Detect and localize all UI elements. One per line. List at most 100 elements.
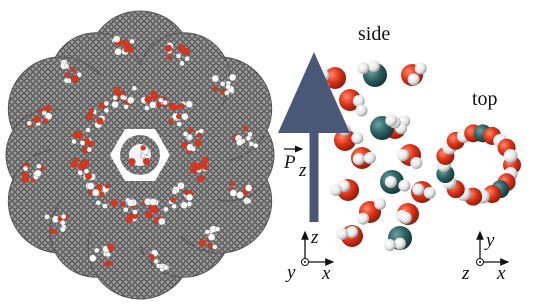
water-atom <box>108 261 113 266</box>
dipole-symbol: P <box>283 152 296 173</box>
water-atom <box>85 127 90 132</box>
water-atom <box>229 74 236 81</box>
water-atom <box>86 113 93 120</box>
water-atom <box>172 189 177 194</box>
water-atom <box>102 204 107 209</box>
water-atom <box>36 164 41 169</box>
water-atom <box>188 127 193 132</box>
white-atom <box>398 180 410 192</box>
water-atom <box>183 131 188 136</box>
white-atom <box>357 62 369 74</box>
water-atom <box>120 95 125 100</box>
water-atom <box>165 45 172 52</box>
water-atom <box>115 48 122 55</box>
water-atom <box>230 181 235 186</box>
water-atom <box>180 61 185 66</box>
water-atom <box>156 102 161 107</box>
white-atom <box>410 157 422 169</box>
water-atom <box>203 165 208 170</box>
water-atom <box>130 39 135 44</box>
water-atom <box>245 184 252 191</box>
water-atom <box>123 207 128 212</box>
water-atom <box>176 114 181 119</box>
water-atom <box>22 176 29 183</box>
water-atom <box>181 113 188 120</box>
water-atom <box>187 201 192 206</box>
water-atom <box>78 163 85 170</box>
water-atom <box>49 228 54 233</box>
water-atom <box>127 97 134 104</box>
white-atom <box>353 153 365 165</box>
white-atom <box>408 73 420 85</box>
water-atom <box>220 81 225 86</box>
water-atom <box>145 96 152 103</box>
white-atom <box>351 132 363 144</box>
axis-out-dot <box>479 261 481 263</box>
axes-side: z y x <box>285 227 333 284</box>
water-atom <box>181 202 188 209</box>
water-atom <box>195 139 202 146</box>
water-atom <box>185 56 190 61</box>
water-atom <box>154 259 159 264</box>
water-atom <box>27 121 32 126</box>
water-atom <box>163 265 168 270</box>
water-atom <box>202 157 209 164</box>
nanotube-array <box>6 11 274 299</box>
water-atom <box>107 244 114 251</box>
water-atom <box>112 101 119 108</box>
water-atom <box>205 229 210 234</box>
axis-label: x <box>496 263 506 284</box>
water-atom <box>177 122 182 127</box>
water-atom <box>94 248 99 253</box>
water-atom <box>34 116 41 123</box>
water-atom <box>145 211 152 218</box>
water-atom <box>230 190 237 197</box>
water-atom <box>104 108 109 113</box>
water-atom <box>246 199 251 204</box>
water-atom <box>65 72 70 77</box>
white-atom <box>364 152 376 164</box>
water-atom <box>190 168 195 173</box>
water-atom <box>72 139 77 144</box>
water-atom <box>61 214 66 219</box>
water-atom <box>96 118 103 125</box>
side-label: side <box>358 23 390 45</box>
white-atom <box>368 60 380 72</box>
water-atom <box>87 147 92 152</box>
water-atom <box>212 244 217 249</box>
white-atom <box>374 198 386 210</box>
water-atom <box>111 199 118 206</box>
white-atom <box>504 149 518 163</box>
white-atom <box>394 238 406 250</box>
water-atom <box>176 53 181 58</box>
top-label: top <box>472 88 498 110</box>
water-atom <box>197 133 202 138</box>
water-atom <box>92 189 99 196</box>
water-atom <box>70 67 75 72</box>
axis-label: z <box>310 227 319 248</box>
water-atom <box>74 158 79 163</box>
water-atom <box>226 84 231 89</box>
water-atom <box>132 86 137 91</box>
water-atom <box>194 163 201 170</box>
white-atom <box>400 212 412 224</box>
water-atom <box>34 170 41 177</box>
water-atom <box>84 169 89 174</box>
water-atom <box>89 141 94 146</box>
white-atom <box>385 176 397 188</box>
dipole-subscript: z <box>298 160 307 181</box>
water-atom <box>197 177 202 182</box>
axis-label: x <box>321 263 331 284</box>
water-atom <box>163 207 168 212</box>
axis-label: y <box>484 230 495 251</box>
water-atom <box>215 227 220 232</box>
water-atom <box>236 139 243 146</box>
axis-label: y <box>285 262 296 283</box>
water-atom <box>113 36 120 43</box>
water-atom <box>113 95 118 100</box>
water-atom <box>104 101 109 106</box>
water-atom <box>124 104 129 109</box>
white-atom <box>424 187 436 199</box>
water-atom <box>158 218 165 225</box>
water-atom <box>208 234 215 241</box>
